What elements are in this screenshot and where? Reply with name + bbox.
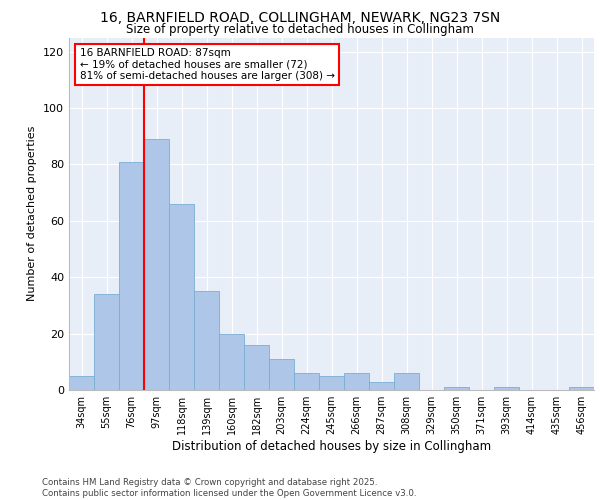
Bar [444,387,469,390]
Bar [169,204,194,390]
Bar [194,292,219,390]
Bar [569,387,594,390]
Text: 16, BARNFIELD ROAD, COLLINGHAM, NEWARK, NG23 7SN: 16, BARNFIELD ROAD, COLLINGHAM, NEWARK, … [100,11,500,25]
Text: 16 BARNFIELD ROAD: 87sqm
← 19% of detached houses are smaller (72)
81% of semi-d: 16 BARNFIELD ROAD: 87sqm ← 19% of detach… [79,48,335,82]
Bar [144,139,169,390]
Y-axis label: Number of detached properties: Number of detached properties [28,126,37,302]
X-axis label: Distribution of detached houses by size in Collingham: Distribution of detached houses by size … [172,440,491,453]
Bar [69,376,94,390]
Bar [269,359,294,390]
Text: Size of property relative to detached houses in Collingham: Size of property relative to detached ho… [126,22,474,36]
Text: Contains HM Land Registry data © Crown copyright and database right 2025.
Contai: Contains HM Land Registry data © Crown c… [42,478,416,498]
Bar [244,345,269,390]
Bar [294,373,319,390]
Bar [344,373,369,390]
Bar [369,382,394,390]
Bar [394,373,419,390]
Bar [494,387,519,390]
Bar [94,294,119,390]
Bar [319,376,344,390]
Bar [219,334,244,390]
Bar [119,162,144,390]
